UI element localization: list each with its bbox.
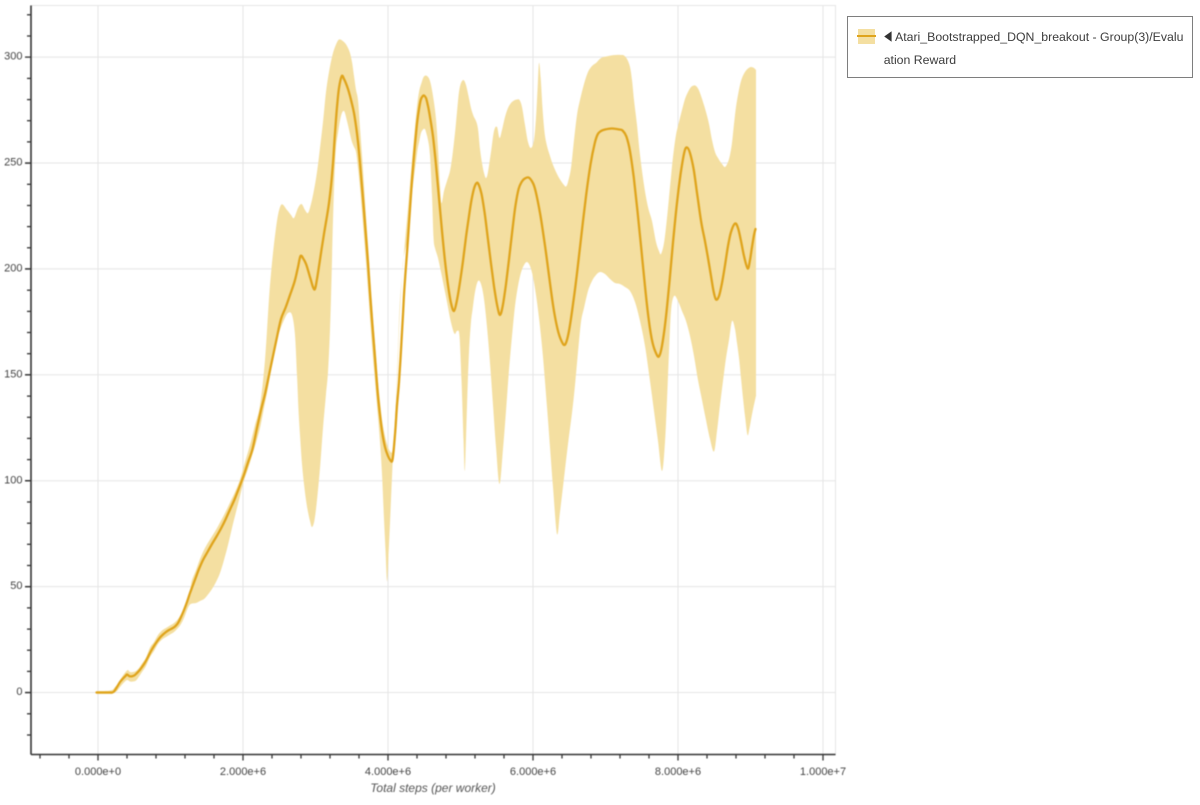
svg-text:6.000e+6: 6.000e+6 — [510, 766, 556, 778]
svg-text:0: 0 — [16, 686, 22, 698]
svg-text:150: 150 — [4, 368, 22, 380]
svg-text:2.000e+6: 2.000e+6 — [220, 766, 266, 778]
svg-text:50: 50 — [10, 580, 22, 592]
svg-text:250: 250 — [4, 157, 22, 169]
svg-text:100: 100 — [4, 474, 22, 486]
svg-text:200: 200 — [4, 263, 22, 275]
svg-text:4.000e+6: 4.000e+6 — [365, 766, 411, 778]
svg-text:Total steps (per worker): Total steps (per worker) — [370, 781, 496, 795]
svg-text:0.000e+0: 0.000e+0 — [75, 766, 121, 778]
svg-text:300: 300 — [4, 51, 22, 63]
svg-text:8.000e+6: 8.000e+6 — [655, 766, 701, 778]
svg-text:1.000e+7: 1.000e+7 — [800, 766, 846, 778]
